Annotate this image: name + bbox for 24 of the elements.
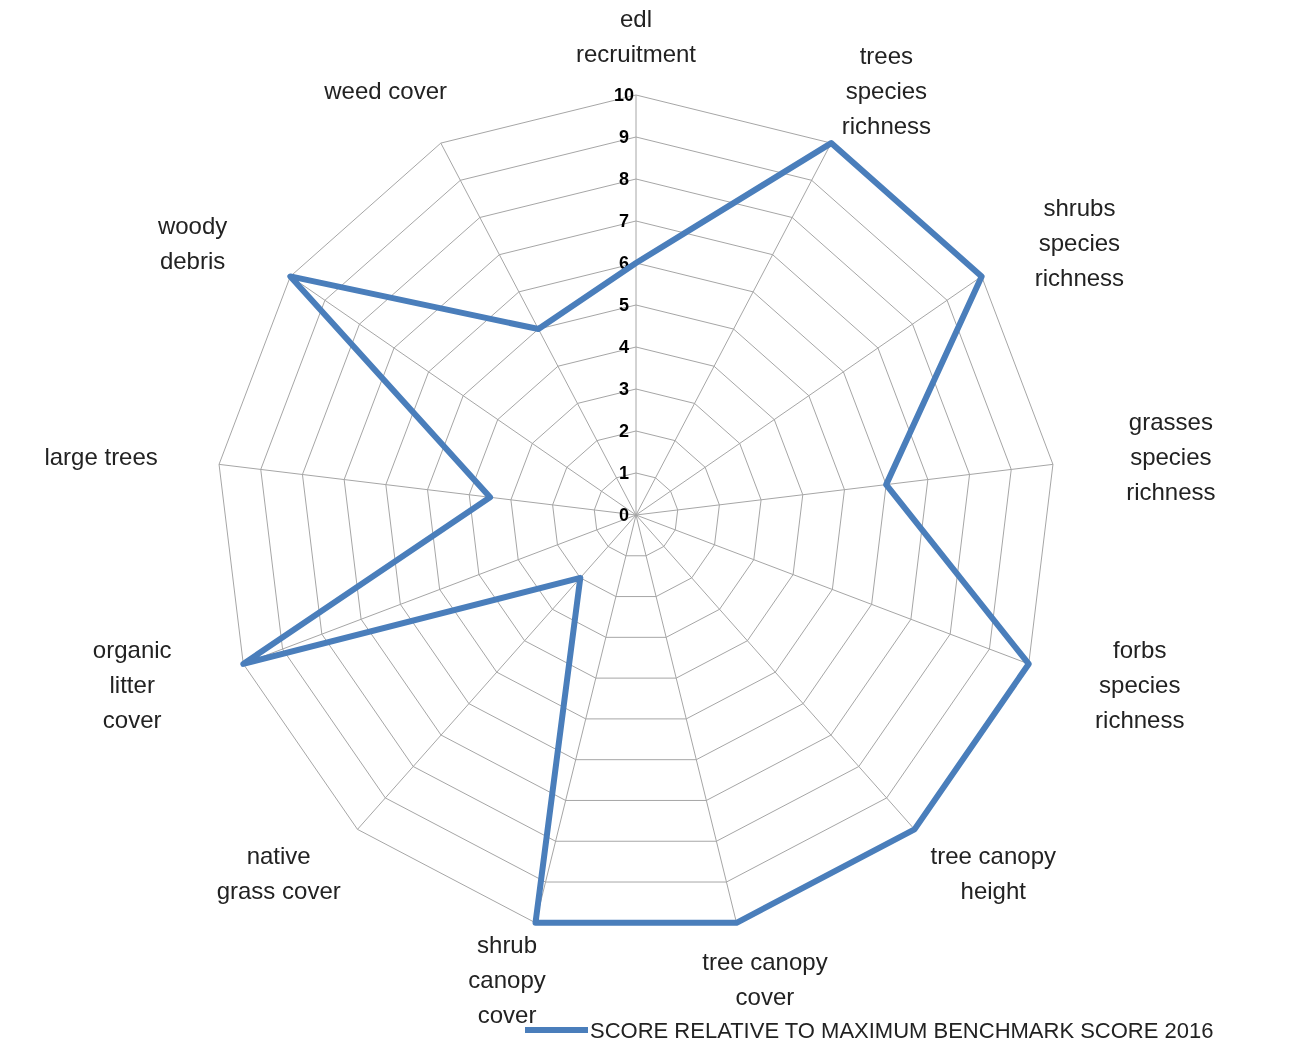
spoke-label: weed cover — [323, 77, 447, 105]
legend-label: SCORE RELATIVE TO MAXIMUM BENCHMARK SCORE 2016 — [590, 1018, 1214, 1043]
y-tick-label: 2 — [618, 421, 630, 441]
spoke-label: tree canopy cover — [702, 948, 828, 1011]
spoke-label: large trees — [44, 443, 158, 471]
y-tick-label: 3 — [618, 379, 630, 399]
y-tick-label: 8 — [618, 169, 630, 189]
spoke-label: forbs species richness — [1095, 635, 1185, 733]
spoke-label: shrub canopy cover — [468, 930, 546, 1028]
spoke-label: tree canopy height — [930, 841, 1056, 904]
y-tick-label: 1 — [618, 463, 630, 483]
spoke-label: grasses species richness — [1126, 408, 1216, 506]
y-tick-label: 9 — [618, 127, 630, 147]
spoke-label: organic litter cover — [92, 635, 172, 733]
y-tick-label: 4 — [618, 337, 630, 357]
y-tick-label: 5 — [618, 295, 630, 315]
spoke-label: native grass cover — [216, 841, 341, 904]
spoke-label: woody debris — [156, 211, 228, 274]
spoke-label: edl recruitment — [575, 4, 697, 67]
spoke-label: shrubs species richness — [1034, 194, 1125, 292]
y-tick-label: 10 — [613, 85, 635, 105]
y-tick-label: 0 — [618, 505, 630, 525]
y-tick-label: 7 — [618, 211, 630, 231]
spoke-label: trees species richness — [841, 42, 932, 140]
